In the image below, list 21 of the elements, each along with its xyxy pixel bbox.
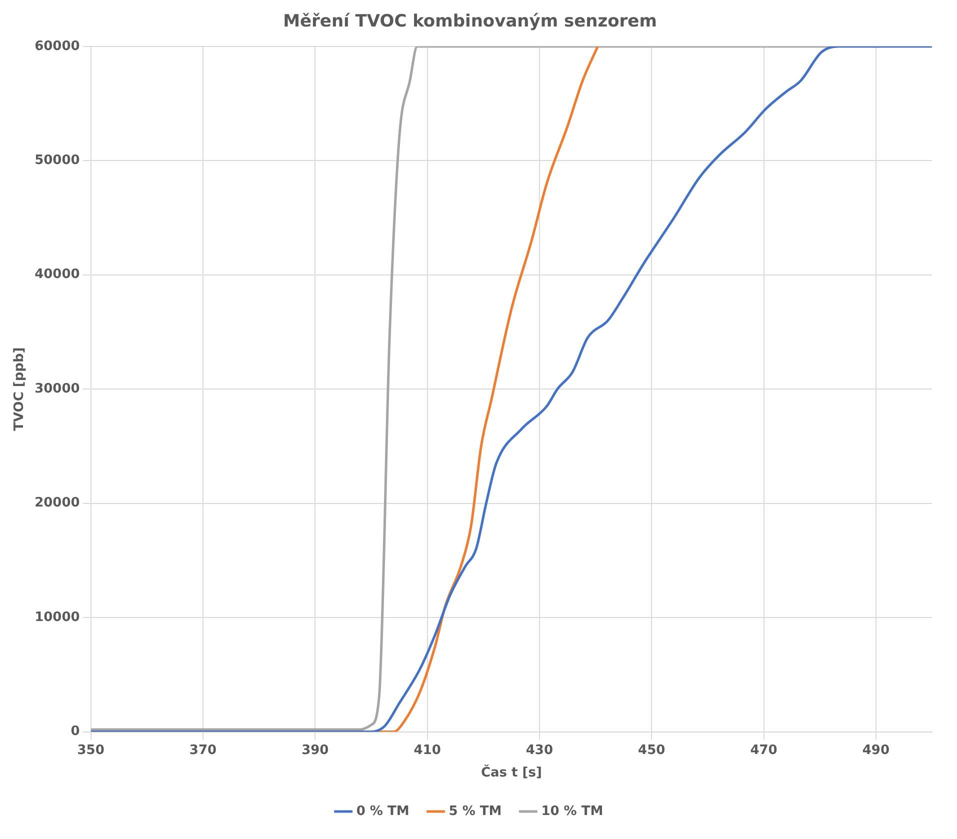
legend-label: 0 % TM bbox=[356, 804, 410, 819]
chart-title: Měření TVOC kombinovaným senzorem bbox=[283, 12, 657, 32]
x-tick-label: 410 bbox=[414, 742, 441, 758]
x-tick-label: 390 bbox=[302, 742, 329, 758]
y-tick-label: 50000 bbox=[34, 153, 80, 168]
y-axis-title: TVOC [ppb] bbox=[12, 347, 28, 431]
x-axis-title: Čas t [s] bbox=[480, 764, 542, 781]
x-tick-label: 430 bbox=[526, 742, 554, 758]
x-tick-label: 470 bbox=[750, 742, 778, 758]
x-tick-label: 490 bbox=[862, 742, 890, 758]
x-tick-label: 350 bbox=[77, 742, 104, 758]
y-tick-label: 40000 bbox=[34, 267, 80, 282]
y-tick-label: 60000 bbox=[34, 38, 80, 54]
x-tick-label: 450 bbox=[638, 742, 666, 758]
legend-label: 10 % TM bbox=[541, 804, 604, 819]
legend-label: 5 % TM bbox=[448, 804, 502, 819]
y-tick-label: 0 bbox=[70, 724, 80, 740]
y-tick-label: 30000 bbox=[34, 381, 80, 396]
x-tick-label: 370 bbox=[189, 742, 217, 758]
y-tick-label: 20000 bbox=[34, 496, 80, 511]
y-tick-label: 10000 bbox=[34, 610, 80, 625]
